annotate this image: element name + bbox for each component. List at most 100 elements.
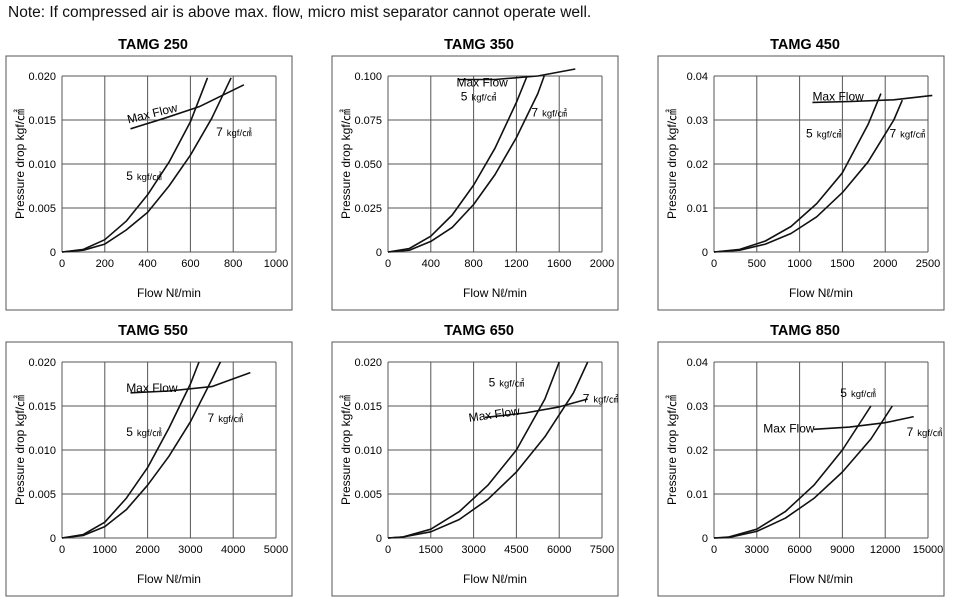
y-axis-label: Pressure drop kgf/㎠ xyxy=(13,109,27,219)
x-tick-label: 400 xyxy=(138,258,156,270)
chart-title: TAMG 450 xyxy=(770,37,840,53)
x-tick-label: 600 xyxy=(181,258,199,270)
y-tick-label: 0.050 xyxy=(354,159,382,171)
pressure-5-label-value: 5 xyxy=(489,376,496,390)
curve-7-kgf xyxy=(61,361,222,539)
max-flow-line xyxy=(484,398,588,419)
x-tick-label: 1000 xyxy=(787,258,811,270)
max-flow-label: Max Flow xyxy=(763,421,815,435)
y-tick-label: 0 xyxy=(376,533,382,545)
curve-5-kgf xyxy=(61,361,200,539)
x-tick-label: 0 xyxy=(59,258,65,270)
x-tick-label: 800 xyxy=(464,258,482,270)
pressure-5-label: 5 kgf/㎠ xyxy=(840,386,876,400)
pressure-5-label: 5 kgf/㎠ xyxy=(461,90,497,104)
pressure-7-label-value: 7 xyxy=(907,425,914,439)
x-tick-label: 1200 xyxy=(504,258,528,270)
y-tick-label: 0.020 xyxy=(354,357,382,369)
chart-title: TAMG 550 xyxy=(118,323,188,339)
pressure-5-label: 5 kgf/㎠ xyxy=(126,169,162,183)
x-tick-label: 0 xyxy=(385,258,391,270)
y-tick-label: 0.01 xyxy=(687,203,708,215)
x-tick-label: 6000 xyxy=(787,544,811,556)
y-tick-label: 0.01 xyxy=(687,489,708,501)
curve-7-kgf xyxy=(713,99,904,253)
x-tick-label: 6000 xyxy=(547,544,571,556)
x-tick-label: 400 xyxy=(422,258,440,270)
chart-tamg-850: TAMG 850 0 3000 6000 9000 12000 15000 0 0.01 0.02… xyxy=(656,318,976,608)
y-tick-label: 0.020 xyxy=(28,71,56,83)
pressure-7-label-value: 7 xyxy=(889,127,896,141)
pressure-7-label-value: 7 xyxy=(583,391,590,405)
y-tick-label: 0 xyxy=(702,247,708,259)
y-tick-label: 0.075 xyxy=(354,115,382,127)
max-flow-line xyxy=(130,84,245,130)
x-tick-label: 5000 xyxy=(264,544,288,556)
pressure-5-label-unit: kgf/㎠ xyxy=(851,389,876,400)
x-tick-label: 0 xyxy=(711,544,717,556)
x-tick-label: 15000 xyxy=(913,544,944,556)
pressure-5-label-value: 5 xyxy=(126,425,133,439)
y-tick-label: 0 xyxy=(50,533,56,545)
curve-7-kgf xyxy=(61,77,232,253)
y-tick-label: 0.015 xyxy=(28,401,56,413)
pressure-7-label-value: 7 xyxy=(531,105,538,119)
pressure-5-label: 5 kgf/㎠ xyxy=(806,127,842,141)
chart-frame xyxy=(657,55,945,311)
x-axis-label: Flow Nℓ/min xyxy=(463,572,527,586)
pressure-7-label-unit: kgf/㎠ xyxy=(593,394,618,405)
x-tick-label: 2000 xyxy=(135,544,159,556)
x-axis-label: Flow Nℓ/min xyxy=(137,286,201,300)
y-tick-label: 0.015 xyxy=(28,115,56,127)
chart-tamg-450: TAMG 450 0 500 1000 1500 2000 2500 0 0.01 0.02 0.0… xyxy=(656,32,976,322)
x-tick-label: 3000 xyxy=(178,544,202,556)
y-tick-label: 0.100 xyxy=(354,71,382,83)
chart-title: TAMG 850 xyxy=(770,323,840,339)
x-tick-label: 1000 xyxy=(264,258,288,270)
y-axis-label: Pressure drop kgf/㎠ xyxy=(13,395,27,505)
x-tick-label: 800 xyxy=(224,258,242,270)
x-tick-label: 1500 xyxy=(830,258,854,270)
pressure-7-label: 7 kgf/㎠ xyxy=(531,105,567,119)
y-tick-label: 0.015 xyxy=(354,401,382,413)
chart-frame xyxy=(5,55,293,311)
pressure-7-label-value: 7 xyxy=(208,411,215,425)
pressure-5-label: 5 kgf/㎠ xyxy=(489,376,525,390)
x-tick-label: 2500 xyxy=(916,258,940,270)
pressure-7-label: 7 kgf/㎠ xyxy=(216,125,252,139)
chart-title: TAMG 250 xyxy=(118,37,188,53)
pressure-5-label-unit: kgf/㎠ xyxy=(137,172,162,183)
max-flow-line xyxy=(130,371,251,394)
x-tick-label: 0 xyxy=(385,544,391,556)
x-tick-label: 3000 xyxy=(461,544,485,556)
pressure-7-label-unit: kgf/㎠ xyxy=(900,130,925,141)
y-tick-label: 0 xyxy=(376,247,382,259)
y-tick-label: 0 xyxy=(702,533,708,545)
y-tick-label: 0.04 xyxy=(687,357,708,369)
y-tick-label: 0.02 xyxy=(687,445,708,457)
curve-5-kgf xyxy=(387,75,528,253)
x-tick-label: 4000 xyxy=(221,544,245,556)
y-tick-label: 0.010 xyxy=(354,445,382,457)
max-flow-label: Max Flow xyxy=(812,90,864,104)
x-tick-label: 0 xyxy=(711,258,717,270)
x-tick-label: 1000 xyxy=(93,544,117,556)
curve-7-kgf xyxy=(713,405,893,539)
max-flow-line xyxy=(813,415,914,431)
y-tick-label: 0.005 xyxy=(28,489,56,501)
chart-title: TAMG 650 xyxy=(444,323,514,339)
y-tick-label: 0.02 xyxy=(687,159,708,171)
y-axis-label: Pressure drop kgf/㎠ xyxy=(339,395,353,505)
pressure-7-label-value: 7 xyxy=(216,125,223,139)
note-text: Note: If compressed air is above max. fl… xyxy=(8,4,592,21)
x-tick-label: 2000 xyxy=(590,258,614,270)
pressure-7-label: 7 kgf/㎠ xyxy=(583,391,619,405)
y-axis-label: Pressure drop kgf/㎠ xyxy=(665,109,679,219)
curve-5-kgf xyxy=(713,93,882,253)
y-tick-label: 0.010 xyxy=(28,445,56,457)
y-tick-label: 0.03 xyxy=(687,401,708,413)
x-axis-label: Flow Nℓ/min xyxy=(137,572,201,586)
pressure-7-label: 7 kgf/㎠ xyxy=(907,425,943,439)
chart-tamg-250: TAMG 250 0 200 400 600 800 1000 0 0.005 0.010 0.01… xyxy=(4,32,324,322)
y-tick-label: 0.005 xyxy=(28,203,56,215)
